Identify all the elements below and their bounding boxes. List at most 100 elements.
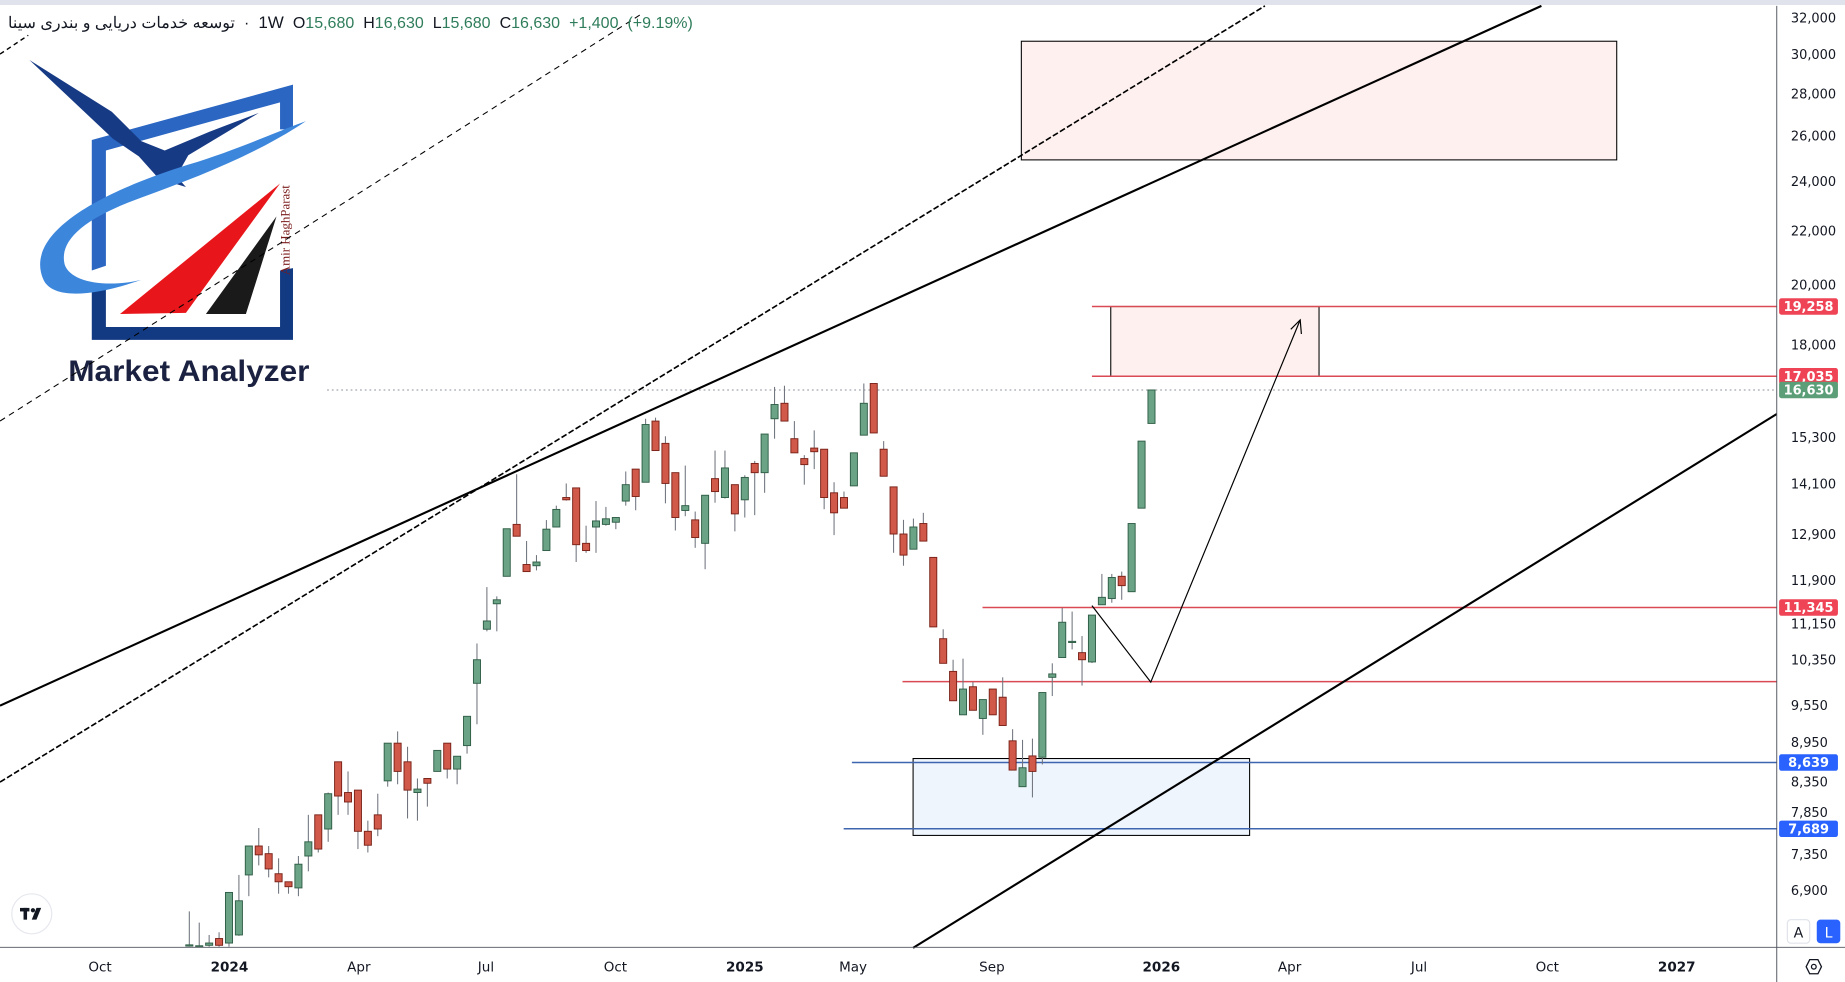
candle[interactable]: [968, 682, 977, 711]
candle[interactable]: [869, 383, 878, 434]
symbol-legend[interactable]: توسعه خدمات دریایی و بندری سینا · 1W O15…: [8, 13, 693, 33]
candle[interactable]: [730, 484, 739, 532]
resistance-zone[interactable]: [1110, 305, 1320, 377]
candle[interactable]: [899, 519, 908, 566]
price-axis[interactable]: [1776, 5, 1845, 947]
candle[interactable]: [1127, 523, 1136, 593]
candle[interactable]: [889, 486, 898, 553]
candle[interactable]: [949, 659, 958, 702]
candle[interactable]: [800, 455, 809, 485]
candle[interactable]: [919, 512, 928, 542]
candle[interactable]: [611, 517, 620, 530]
candle[interactable]: [770, 386, 779, 439]
candle[interactable]: [393, 731, 402, 785]
candle[interactable]: [1078, 636, 1087, 686]
candle[interactable]: [363, 820, 372, 853]
candle[interactable]: [542, 520, 551, 552]
candle[interactable]: [701, 494, 710, 570]
candle[interactable]: [592, 501, 601, 553]
candle[interactable]: [959, 658, 968, 716]
symbol-name[interactable]: توسعه خدمات دریایی و بندری سینا: [8, 15, 236, 32]
candle[interactable]: [720, 450, 729, 499]
interval-label[interactable]: 1W: [258, 13, 284, 32]
auto-scale-button[interactable]: A: [1786, 919, 1811, 944]
candle[interactable]: [1068, 611, 1077, 650]
candle[interactable]: [512, 474, 521, 537]
candle[interactable]: [472, 643, 481, 725]
candle[interactable]: [1038, 692, 1047, 765]
candle[interactable]: [601, 506, 610, 526]
candle[interactable]: [224, 891, 233, 947]
candle[interactable]: [423, 778, 432, 807]
candle[interactable]: [383, 742, 392, 787]
candle[interactable]: [284, 881, 293, 894]
dashed-line-short[interactable]: [0, 34, 29, 55]
candle[interactable]: [334, 761, 343, 815]
candle[interactable]: [1097, 573, 1106, 606]
candle[interactable]: [909, 518, 918, 550]
gear-icon[interactable]: [1805, 959, 1823, 975]
candle[interactable]: [810, 430, 819, 470]
candle[interactable]: [492, 596, 501, 632]
candle[interactable]: [849, 452, 858, 487]
resistance-zone[interactable]: [1020, 40, 1618, 161]
candle[interactable]: [830, 482, 839, 536]
candle[interactable]: [711, 450, 720, 503]
candle[interactable]: [314, 814, 323, 853]
candle[interactable]: [582, 525, 591, 553]
candle[interactable]: [839, 491, 848, 509]
candle[interactable]: [324, 792, 333, 842]
candle[interactable]: [988, 688, 997, 716]
candle[interactable]: [463, 715, 472, 754]
candle[interactable]: [820, 448, 829, 510]
candle[interactable]: [929, 556, 938, 628]
candle[interactable]: [572, 487, 581, 563]
candle[interactable]: [939, 629, 948, 664]
candle[interactable]: [353, 789, 362, 850]
candle[interactable]: [1028, 738, 1037, 798]
candle[interactable]: [532, 555, 541, 571]
candle[interactable]: [641, 418, 650, 483]
candle[interactable]: [740, 475, 749, 518]
candle[interactable]: [274, 858, 283, 894]
candle[interactable]: [552, 505, 561, 528]
candle[interactable]: [195, 922, 204, 948]
candle[interactable]: [244, 845, 253, 897]
candle[interactable]: [691, 511, 700, 548]
candle[interactable]: [185, 911, 194, 947]
candle[interactable]: [651, 417, 660, 452]
candle[interactable]: [304, 814, 313, 872]
candle[interactable]: [978, 699, 987, 735]
candle[interactable]: [631, 468, 640, 511]
candle[interactable]: [254, 827, 263, 866]
tradingview-logo-icon[interactable]: [11, 893, 53, 935]
candle[interactable]: [1058, 608, 1067, 659]
candle[interactable]: [998, 677, 1007, 726]
candle[interactable]: [502, 528, 511, 577]
log-scale-button[interactable]: L: [1816, 919, 1841, 944]
candle[interactable]: [621, 471, 630, 506]
candle[interactable]: [671, 472, 680, 531]
candle[interactable]: [1137, 440, 1146, 509]
candle[interactable]: [433, 749, 442, 772]
candle[interactable]: [1008, 729, 1017, 771]
candle[interactable]: [215, 932, 224, 947]
candle[interactable]: [859, 383, 868, 436]
candle[interactable]: [1147, 389, 1156, 424]
candle[interactable]: [294, 855, 303, 897]
candle[interactable]: [413, 778, 422, 821]
candle[interactable]: [403, 746, 412, 819]
candle[interactable]: [750, 460, 759, 516]
dashed-trendline[interactable]: [0, 5, 1266, 783]
candle[interactable]: [780, 385, 789, 422]
upper-trendline[interactable]: [0, 4, 1542, 707]
candle[interactable]: [790, 421, 799, 454]
candle[interactable]: [879, 441, 888, 477]
candle[interactable]: [1018, 739, 1027, 788]
candle[interactable]: [443, 742, 452, 779]
candle[interactable]: [264, 845, 273, 878]
candle[interactable]: [681, 465, 690, 517]
candle[interactable]: [1087, 614, 1096, 664]
candle[interactable]: [344, 771, 353, 815]
